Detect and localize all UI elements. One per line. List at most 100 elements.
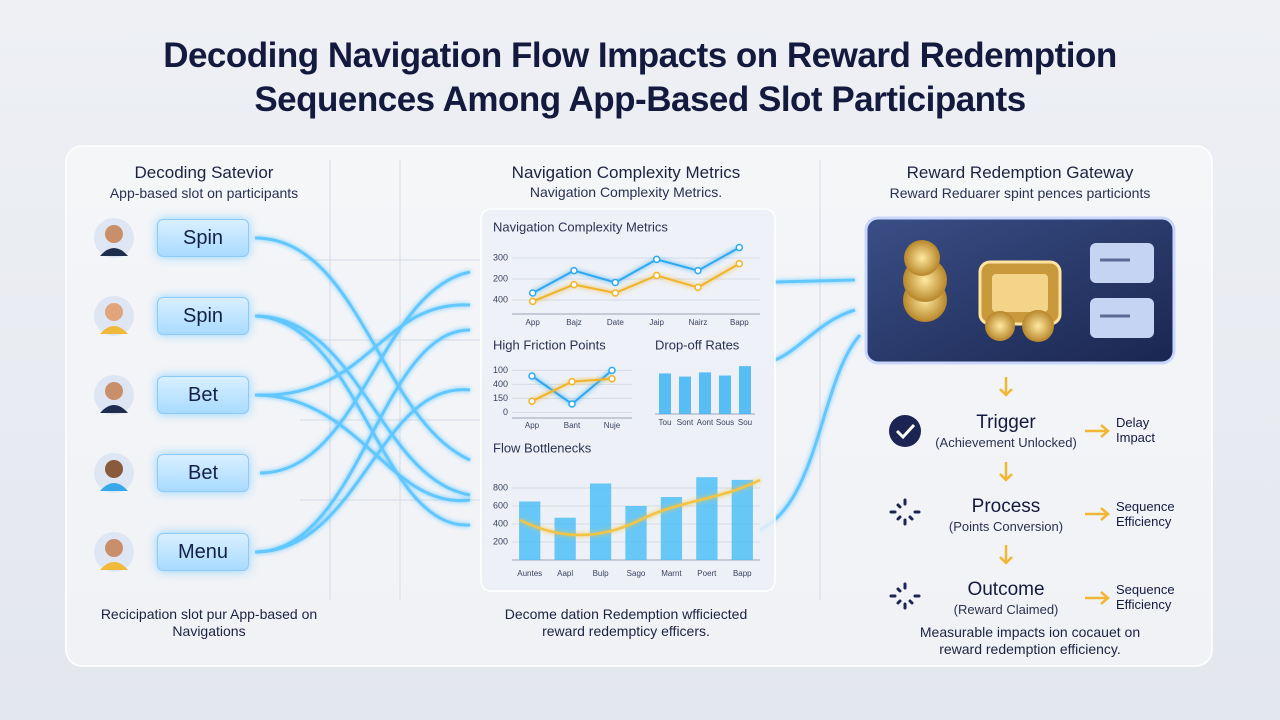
x-tick-label: Marnt	[661, 569, 682, 578]
x-tick-label: Nuje	[604, 421, 621, 430]
y-tick-label: 400	[493, 518, 508, 528]
x-tick-label: Sou	[738, 418, 752, 427]
y-tick-label: 400	[493, 294, 508, 304]
point	[528, 297, 537, 306]
x-tick-label: Bulp	[593, 569, 610, 578]
avatars	[94, 218, 134, 572]
point	[652, 271, 661, 280]
bar	[589, 483, 612, 560]
point	[570, 266, 578, 275]
point	[611, 278, 620, 287]
x-tick-label: Sous	[716, 418, 734, 427]
trend-curve	[519, 478, 761, 537]
point	[611, 289, 620, 297]
x-tick-label: Sago	[627, 569, 646, 578]
y-tick-label: 400	[493, 379, 508, 389]
point	[528, 372, 536, 380]
y-tick-label: 800	[493, 482, 508, 492]
middle-subheading: Navigation Complexity Metrics.	[529, 184, 723, 200]
right-footer: Measurable impacts ion cocauet on reward…	[919, 624, 1141, 657]
x-tick-label: Bapp	[730, 318, 749, 327]
point	[528, 397, 536, 405]
line-series	[532, 262, 740, 303]
nav-button: Spin	[157, 297, 249, 335]
step-title: Process	[971, 496, 1041, 517]
middle-heading: Navigation Complexity Metrics	[511, 163, 741, 182]
point	[568, 400, 576, 408]
nav-button: Spin	[157, 219, 249, 257]
left-heading: Decoding Satevior	[134, 163, 274, 182]
nav-button: Bet	[157, 454, 249, 492]
flow-lines	[254, 236, 862, 554]
bar	[699, 372, 711, 414]
step-note: Sequence Efficiency	[1116, 499, 1175, 529]
bar	[554, 517, 576, 560]
y-tick-label: 100	[493, 365, 508, 375]
x-tick-label: Bajz	[566, 318, 582, 327]
y-tick-label: 200	[493, 273, 508, 283]
step-title: Trigger	[976, 412, 1036, 433]
gateway-card	[864, 216, 1176, 365]
bar	[519, 501, 541, 560]
y-tick-label: 0	[503, 407, 508, 417]
step-title: Outcome	[967, 579, 1045, 600]
title-line: Sequences Among App-Based Slot Participa…	[254, 80, 1026, 119]
x-tick-label: Tou	[659, 418, 672, 427]
point	[608, 375, 616, 383]
bar	[679, 376, 691, 414]
chart-title: Drop-off Rates	[655, 337, 740, 352]
step-icons	[889, 415, 921, 610]
x-tick-label: Nairz	[689, 318, 708, 327]
y-tick-label: 150	[493, 393, 508, 403]
point	[608, 366, 616, 375]
x-tick-label: Sont	[677, 418, 694, 427]
chart-title: Flow Bottlenecks	[493, 440, 592, 455]
nav-button: Menu	[157, 533, 249, 571]
chart-title: Navigation Complexity Metrics	[493, 219, 668, 234]
point	[694, 266, 702, 275]
y-tick-label: 300	[493, 252, 508, 262]
x-tick-label: Bapp	[733, 569, 752, 578]
x-tick-label: Auntes	[517, 569, 542, 578]
bar	[696, 477, 718, 560]
step-detail: (Points Conversion)	[948, 519, 1064, 534]
step-note: Delay Impact	[1116, 415, 1156, 445]
step-detail: (Reward Claimed)	[953, 602, 1059, 617]
point	[528, 289, 537, 297]
left-subheading: App-based slot on participants	[109, 185, 299, 201]
point	[570, 280, 578, 289]
middle-footer: Decome dation Redemption wfficiected rew…	[504, 606, 748, 639]
x-tick-label: App	[526, 318, 541, 327]
step-arrows	[999, 377, 1110, 605]
y-tick-label: 200	[493, 536, 508, 546]
right-subheading: Reward Reduarer spint pences particionts	[889, 185, 1151, 201]
point	[735, 243, 744, 252]
left-footer: Recicipation slot pur App-based on Navig…	[100, 606, 318, 639]
x-tick-label: Aapl	[557, 569, 573, 578]
x-tick-label: Jaip	[649, 318, 664, 327]
point	[735, 259, 744, 268]
y-tick-label: 600	[493, 500, 508, 510]
chart-title: High Friction Points	[493, 337, 606, 352]
right-heading: Reward Redemption Gateway	[906, 163, 1134, 182]
bar	[659, 373, 671, 414]
x-tick-label: Aont	[697, 418, 714, 427]
step-detail: (Achievement Unlocked)	[935, 435, 1077, 450]
title-line: Decoding Navigation Flow Impacts on Rewa…	[163, 36, 1117, 75]
bar	[719, 375, 731, 414]
bar	[739, 366, 751, 414]
x-tick-label: Poert	[697, 569, 717, 578]
x-tick-label: App	[525, 421, 540, 430]
bar	[731, 479, 753, 560]
bar	[625, 506, 647, 560]
point	[568, 377, 576, 386]
point	[652, 255, 661, 264]
line-series	[532, 246, 740, 294]
x-tick-label: Date	[607, 318, 624, 327]
x-tick-label: Bant	[564, 421, 581, 430]
nav-button: Bet	[157, 376, 249, 414]
point	[694, 283, 702, 292]
bar	[660, 497, 683, 560]
